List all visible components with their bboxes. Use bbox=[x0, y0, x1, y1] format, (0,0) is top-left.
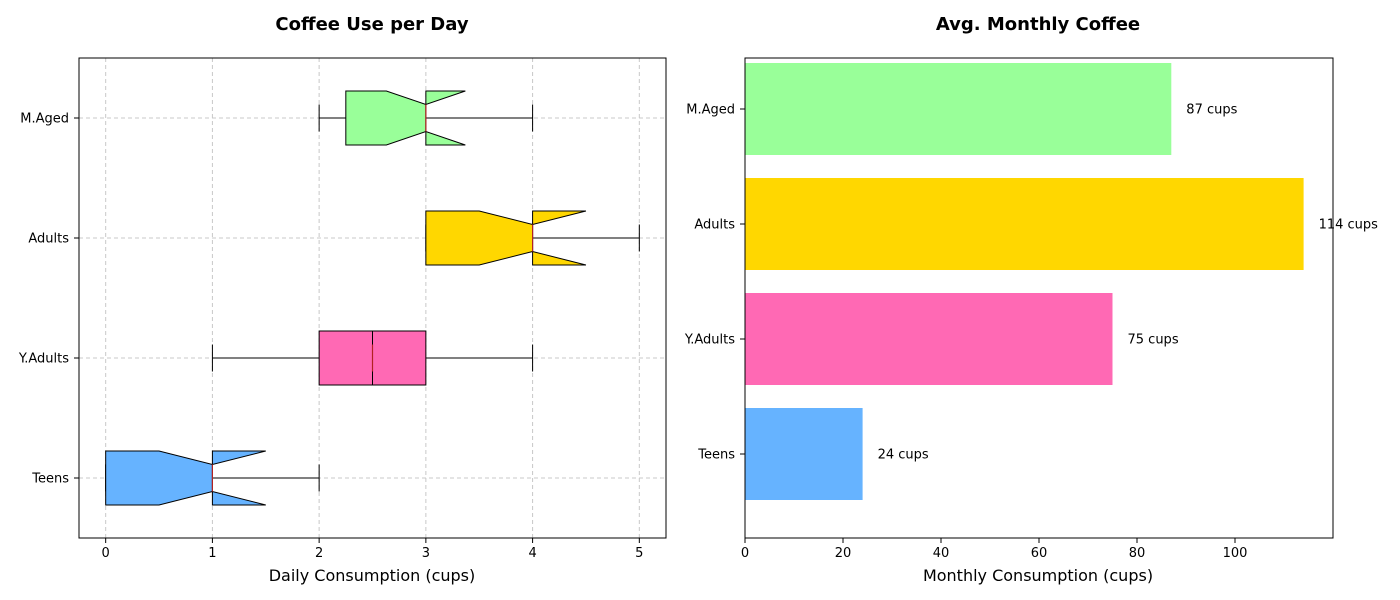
box-plot-x-ticks: 0 1 2 3 4 5 bbox=[102, 538, 643, 561]
box-plot-y-tick-label: Teens bbox=[31, 472, 69, 487]
bar-y-adults bbox=[745, 293, 1113, 385]
bar-m-aged-value-label: 87 cups bbox=[1186, 103, 1237, 118]
bar-chart-x-tick-label: 100 bbox=[1223, 546, 1248, 561]
box-plot-boxes bbox=[105, 90, 640, 506]
box-plot-x-tick-label: 0 bbox=[102, 546, 110, 561]
bar-adults bbox=[745, 178, 1304, 270]
bar-chart-bars: 24 cups 75 cups 114 cups 87 cups bbox=[745, 63, 1378, 500]
box-plot-y-tick-label: M.Aged bbox=[20, 112, 69, 127]
box-plot-x-tick-label: 1 bbox=[208, 546, 216, 561]
bar-chart-y-tick-label: Adults bbox=[694, 218, 735, 233]
box-plot-x-tick-label: 4 bbox=[528, 546, 536, 561]
box-m-aged-body bbox=[345, 90, 466, 146]
bar-chart-x-tick-label: 60 bbox=[1031, 546, 1048, 561]
box-plot-panel: Coffee Use per Day 0 1 2 3 4 5 Teens Y.Adults A… bbox=[18, 14, 667, 585]
bar-chart-x-tick-label: 40 bbox=[933, 546, 950, 561]
bar-chart-panel: Avg. Monthly Coffee 24 cups 75 cups 114 cu… bbox=[684, 14, 1378, 585]
bar-teens-value-label: 24 cups bbox=[878, 448, 929, 463]
box-teens-body bbox=[105, 450, 266, 506]
bar-chart-y-ticks: Teens Y.Adults Adults M.Aged bbox=[684, 103, 745, 463]
box-adults-body bbox=[425, 210, 587, 266]
bar-m-aged bbox=[745, 63, 1172, 155]
bar-teens bbox=[745, 408, 863, 500]
bar-chart-x-ticks: 0 20 40 60 80 100 bbox=[741, 538, 1248, 561]
box-plot-y-ticks: Teens Y.Adults Adults M.Aged bbox=[18, 112, 79, 487]
box-plot-x-axis-label: Daily Consumption (cups) bbox=[269, 566, 476, 585]
box-plot-frame bbox=[78, 57, 667, 539]
box-plot-x-tick-label: 2 bbox=[315, 546, 323, 561]
box-plot-y-tick-label: Adults bbox=[28, 232, 69, 247]
bar-adults-value-label: 114 cups bbox=[1319, 218, 1379, 233]
box-plot-x-tick-label: 3 bbox=[422, 546, 430, 561]
bar-y-adults-value-label: 75 cups bbox=[1128, 333, 1179, 348]
box-plot-y-tick-label: Y.Adults bbox=[18, 352, 69, 367]
bar-chart-y-tick-label: M.Aged bbox=[686, 103, 735, 118]
bar-chart-x-tick-label: 0 bbox=[741, 546, 749, 561]
bar-chart-x-tick-label: 20 bbox=[835, 546, 852, 561]
bar-chart-x-tick-label: 80 bbox=[1129, 546, 1146, 561]
box-plot-title: Coffee Use per Day bbox=[275, 14, 468, 35]
box-plot-x-tick-label: 5 bbox=[635, 546, 643, 561]
bar-chart-y-tick-label: Y.Adults bbox=[684, 333, 735, 348]
bar-chart-y-tick-label: Teens bbox=[697, 448, 735, 463]
bar-chart-title: Avg. Monthly Coffee bbox=[936, 14, 1140, 35]
bar-chart-x-axis-label: Monthly Consumption (cups) bbox=[923, 566, 1153, 585]
